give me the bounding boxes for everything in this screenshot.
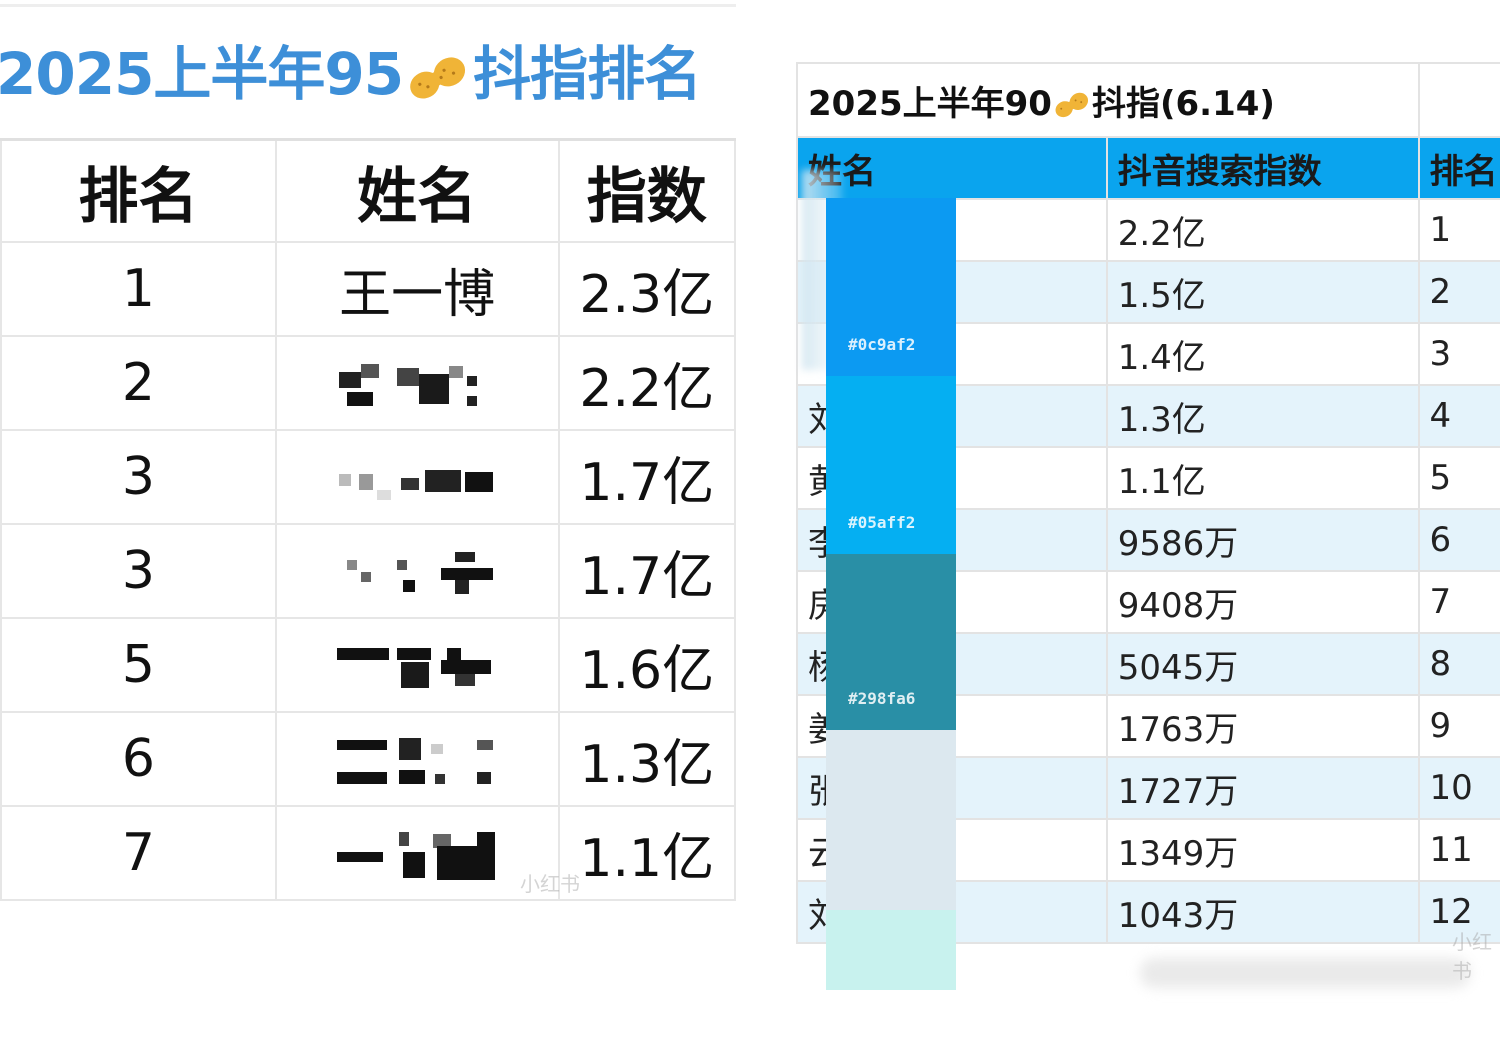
name-cell-pixelated	[274, 617, 560, 713]
rank-cell: 2	[0, 335, 277, 431]
pixelated-name-image	[339, 363, 478, 406]
right-title-suffix: 抖指(6.14)	[1091, 83, 1275, 124]
table-row: 3 1.7亿	[0, 429, 736, 525]
peanut-icon	[1055, 92, 1088, 118]
header-index: 指数	[557, 138, 736, 243]
pixelated-name-image	[339, 469, 494, 500]
index-cell: 1763万	[1105, 694, 1420, 758]
index-cell: 2.2亿	[1105, 198, 1420, 262]
right-title-prefix: 2025上半年90	[808, 83, 1052, 124]
swatch-label: #0c9af2	[848, 335, 916, 354]
rank-cell: 7	[1417, 570, 1500, 634]
left-header-row: 排名 姓名 指数	[0, 138, 736, 243]
color-swatch	[826, 910, 956, 990]
rank-cell: 8	[1417, 632, 1500, 696]
index-cell: 1.5亿	[1105, 260, 1420, 324]
color-swatch	[826, 730, 956, 910]
swatch-label: #05aff2	[848, 513, 916, 532]
left-title-prefix: 2025上半年95	[0, 40, 404, 108]
name-cell-pixelated	[274, 335, 560, 431]
left-title-suffix: 抖指排名	[473, 40, 702, 108]
header-name: 姓名	[796, 136, 1108, 200]
rank-cell: 7	[0, 805, 277, 901]
table-row: 2 2.2亿	[0, 335, 736, 431]
index-cell: 1.4亿	[1105, 322, 1420, 386]
table-row: 5 1.6亿	[0, 617, 736, 713]
index-cell: 2.2亿	[557, 335, 736, 431]
rank-cell: 10	[1417, 756, 1500, 820]
rank-cell: 6	[1417, 508, 1500, 572]
pixelated-name-image	[337, 737, 494, 784]
right-title: 2025上半年90 抖指(6.14)	[796, 62, 1420, 138]
blur-mask	[1140, 958, 1470, 988]
rank-cell: 2	[1417, 260, 1500, 324]
color-swatch-strip: #0c9af2 #05aff2 #298fa6	[826, 198, 956, 990]
pixelated-name-image	[347, 551, 494, 594]
header-rank: 排名	[0, 138, 277, 243]
index-cell: 1349万	[1105, 818, 1420, 882]
right-title-row: 2025上半年90 抖指(6.14)	[796, 62, 1500, 138]
name-cell-pixelated	[274, 523, 560, 619]
rank-cell: 3	[0, 523, 277, 619]
index-cell: 1.1亿	[1105, 446, 1420, 510]
rank-cell: 5	[0, 617, 277, 713]
index-cell: 1.1亿	[557, 805, 736, 901]
index-cell: 9586万	[1105, 508, 1420, 572]
name-cell-pixelated	[274, 805, 560, 901]
index-cell: 1.7亿	[557, 429, 736, 525]
index-cell: 1043万	[1105, 880, 1420, 944]
rank-cell: 11	[1417, 818, 1500, 882]
header-name: 姓名	[274, 138, 560, 243]
index-cell: 1727万	[1105, 756, 1420, 820]
watermark-text: 小红书	[520, 872, 580, 896]
rank-cell: 5	[1417, 446, 1500, 510]
table-row: 7 1.1亿	[0, 805, 736, 901]
table-row: 3 1.7亿	[0, 523, 736, 619]
left-ranking-table: 排名 姓名 指数 1 王一博 2.3亿 2 2.2亿 3 1.7亿	[0, 138, 736, 901]
name-cell-pixelated	[274, 711, 560, 807]
index-cell: 1.3亿	[557, 711, 736, 807]
color-swatch: #0c9af2	[826, 198, 956, 376]
peanut-icon	[410, 57, 466, 99]
index-cell: 1.6亿	[557, 617, 736, 713]
watermark-text: 小红书	[1452, 930, 1492, 983]
swatch-label: #298fa6	[848, 689, 916, 708]
left-title: 2025上半年95 抖指排名	[0, 34, 736, 114]
rank-cell: 4	[1417, 384, 1500, 448]
index-cell: 2.3亿	[557, 241, 736, 337]
rank-cell: 3	[0, 429, 277, 525]
rank-cell: 1	[1417, 198, 1500, 262]
left-top-divider	[0, 4, 736, 7]
name-cell-pixelated	[274, 429, 560, 525]
rank-cell: 3	[1417, 322, 1500, 386]
rank-cell: 1	[0, 241, 277, 337]
table-row: 6 1.3亿	[0, 711, 736, 807]
rank-cell: 6	[0, 711, 277, 807]
color-swatch: #298fa6	[826, 554, 956, 730]
index-cell: 1.7亿	[557, 523, 736, 619]
index-cell: 9408万	[1105, 570, 1420, 634]
name-cell: 王一博	[274, 241, 560, 337]
header-rank: 排名	[1417, 136, 1500, 200]
rank-cell: 12	[1417, 880, 1500, 944]
right-header-row: 姓名 抖音搜索指数 排名	[796, 136, 1500, 200]
color-swatch: #05aff2	[826, 376, 956, 554]
header-search-index: 抖音搜索指数	[1105, 136, 1420, 200]
table-row: 1 王一博 2.3亿	[0, 241, 736, 337]
pixelated-name-image	[337, 831, 496, 880]
index-cell: 1.3亿	[1105, 384, 1420, 448]
rank-cell: 9	[1417, 694, 1500, 758]
pixelated-name-image	[337, 647, 492, 688]
right-title-empty-cell	[1417, 62, 1500, 138]
index-cell: 5045万	[1105, 632, 1420, 696]
